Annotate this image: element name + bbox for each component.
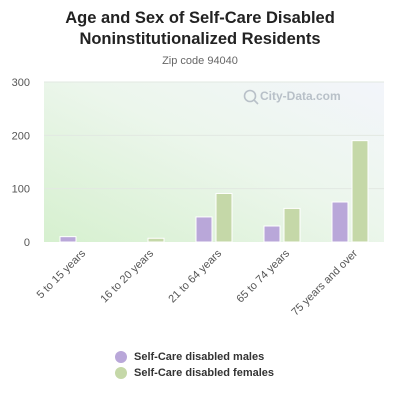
legend-swatch-males bbox=[115, 351, 127, 363]
watermark-icon-handle bbox=[253, 99, 259, 105]
watermark-text: City-Data.com bbox=[260, 89, 341, 103]
x-tick-label: 75 years and over bbox=[289, 247, 360, 318]
chart-title-line-1: Age and Sex of Self-Care Disabled bbox=[65, 9, 335, 27]
x-tick-label: 5 to 15 years bbox=[35, 247, 89, 301]
bar-females bbox=[351, 140, 369, 243]
chart-title-line-2: Noninstitutionalized Residents bbox=[79, 30, 321, 48]
legend-item-males: Self-Care disabled males bbox=[115, 349, 274, 365]
bar-females bbox=[215, 192, 233, 243]
y-tick-label: 200 bbox=[12, 130, 30, 142]
watermark-icon bbox=[243, 89, 257, 103]
chart-title: Age and Sex of Self-Care Disabled Nonins… bbox=[0, 8, 400, 50]
legend: Self-Care disabled males Self-Care disab… bbox=[115, 349, 274, 381]
bar-males bbox=[331, 201, 349, 243]
legend-label-males: Self-Care disabled males bbox=[134, 351, 265, 363]
bar-males bbox=[59, 236, 77, 243]
y-tick-label: 100 bbox=[12, 184, 30, 196]
legend-swatch-females bbox=[115, 367, 127, 379]
y-tick-label: 0 bbox=[24, 237, 30, 249]
legend-item-females: Self-Care disabled females bbox=[115, 365, 274, 381]
legend-label-females: Self-Care disabled females bbox=[134, 367, 275, 379]
plot-area bbox=[44, 82, 384, 242]
watermark: City-Data.com bbox=[243, 89, 341, 105]
bar-females bbox=[147, 237, 165, 243]
y-tick-label: 300 bbox=[12, 77, 30, 89]
bar-males bbox=[263, 225, 281, 243]
x-tick-label: 21 to 64 years bbox=[166, 247, 224, 305]
bar-females bbox=[283, 207, 301, 243]
x-tick-label: 65 to 74 years bbox=[234, 247, 292, 305]
x-tick-label: 16 to 20 years bbox=[98, 247, 156, 305]
chart-subtitle: Zip code 94040 bbox=[162, 55, 238, 67]
bar-males bbox=[195, 216, 213, 243]
